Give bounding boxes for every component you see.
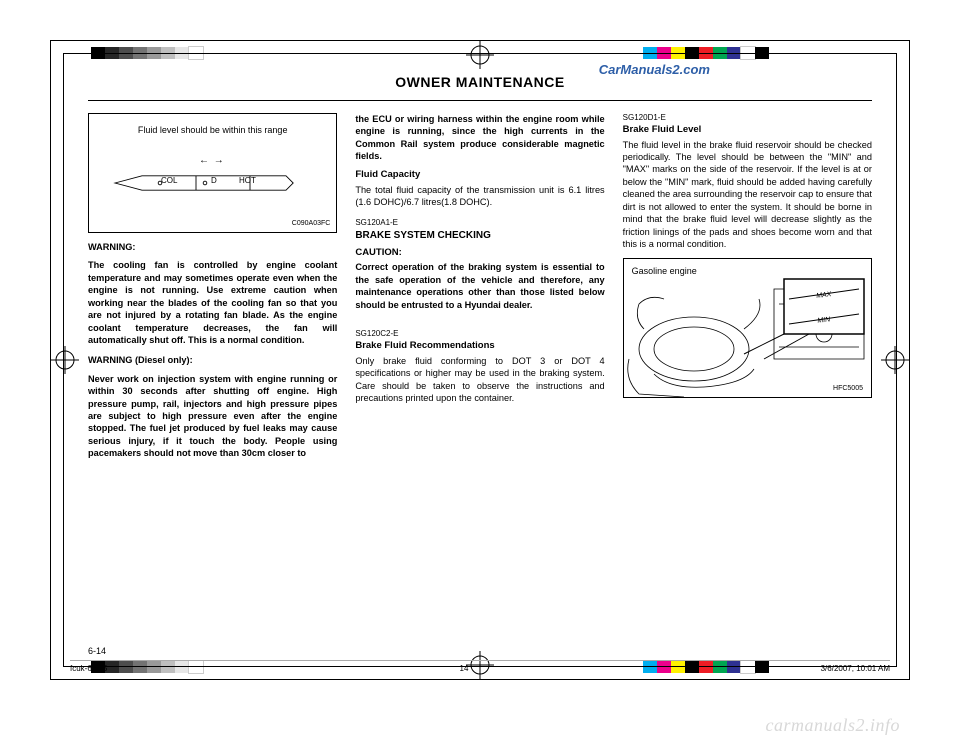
engine-diagram: Gasoline engine: [623, 258, 872, 398]
section-c-code: SG120C2-E: [355, 329, 604, 340]
section-d-code: SG120D1-E: [623, 113, 872, 124]
watermark: carmanuals2.info: [765, 715, 900, 736]
page-number: 6-14: [88, 646, 106, 656]
section-a-title: BRAKE SYSTEM CHECKING: [355, 229, 604, 243]
header-rule: [88, 100, 872, 101]
dipstick-hot-label: HOT: [239, 176, 256, 187]
section-d-title: Brake Fluid Level: [623, 124, 872, 137]
footer-date: 3/6/2007, 10:01 AM: [821, 664, 890, 673]
warning-1-title: WARNING:: [88, 241, 337, 253]
page-header: OWNER MAINTENANCE: [88, 74, 872, 100]
column-3: SG120D1-E Brake Fluid Level The fluid le…: [623, 113, 872, 466]
inner-frame: OWNER MAINTENANCE Fluid level should be …: [63, 53, 897, 667]
warning-1-body: The cooling fan is controlled by engine …: [88, 259, 337, 346]
dipstick-d-label: D: [211, 176, 217, 187]
column-2: the ECU or wiring harness within the eng…: [355, 113, 604, 466]
source-url: CarManuals2.com: [599, 62, 710, 77]
footer-page: 14: [460, 664, 469, 673]
footer-file: fcuk-6.p65: [70, 664, 107, 673]
ecu-warning-continuation: the ECU or wiring harness within the eng…: [355, 113, 604, 163]
print-footer: fcuk-6.p65 14 3/6/2007, 10:01 AM: [70, 660, 890, 673]
outer-frame: OWNER MAINTENANCE Fluid level should be …: [50, 40, 910, 680]
section-a-code: SG120A1-E: [355, 218, 604, 229]
dipstick-diagram-code: C090A03FC: [292, 219, 331, 228]
content-columns: Fluid level should be within this range …: [88, 113, 872, 466]
section-c-body: Only brake fluid conforming to DOT 3 or …: [355, 355, 604, 405]
dipstick-svg: [105, 174, 305, 192]
engine-svg: MAX MIN: [624, 259, 869, 398]
dipstick-caption: Fluid level should be within this range: [89, 124, 336, 136]
section-a-body: Correct operation of the braking system …: [355, 261, 604, 311]
section-c-title: Brake Fluid Recommendations: [355, 340, 604, 353]
section-d-body: The fluid level in the brake fluid reser…: [623, 139, 872, 251]
section-a-caution: CAUTION:: [355, 247, 604, 260]
warning-2-title: WARNING (Diesel only):: [88, 354, 337, 366]
column-1: Fluid level should be within this range …: [88, 113, 337, 466]
fluid-capacity-body: The total fluid capacity of the transmis…: [355, 184, 604, 209]
engine-diagram-code: HFC5005: [831, 384, 865, 393]
warning-2-body: Never work on injection system with engi…: [88, 373, 337, 460]
fluid-capacity-title: Fluid Capacity: [355, 169, 604, 182]
range-arrows: ← →: [199, 154, 225, 168]
dipstick-cold-label: COL: [161, 176, 177, 187]
dipstick-diagram: Fluid level should be within this range …: [88, 113, 337, 233]
